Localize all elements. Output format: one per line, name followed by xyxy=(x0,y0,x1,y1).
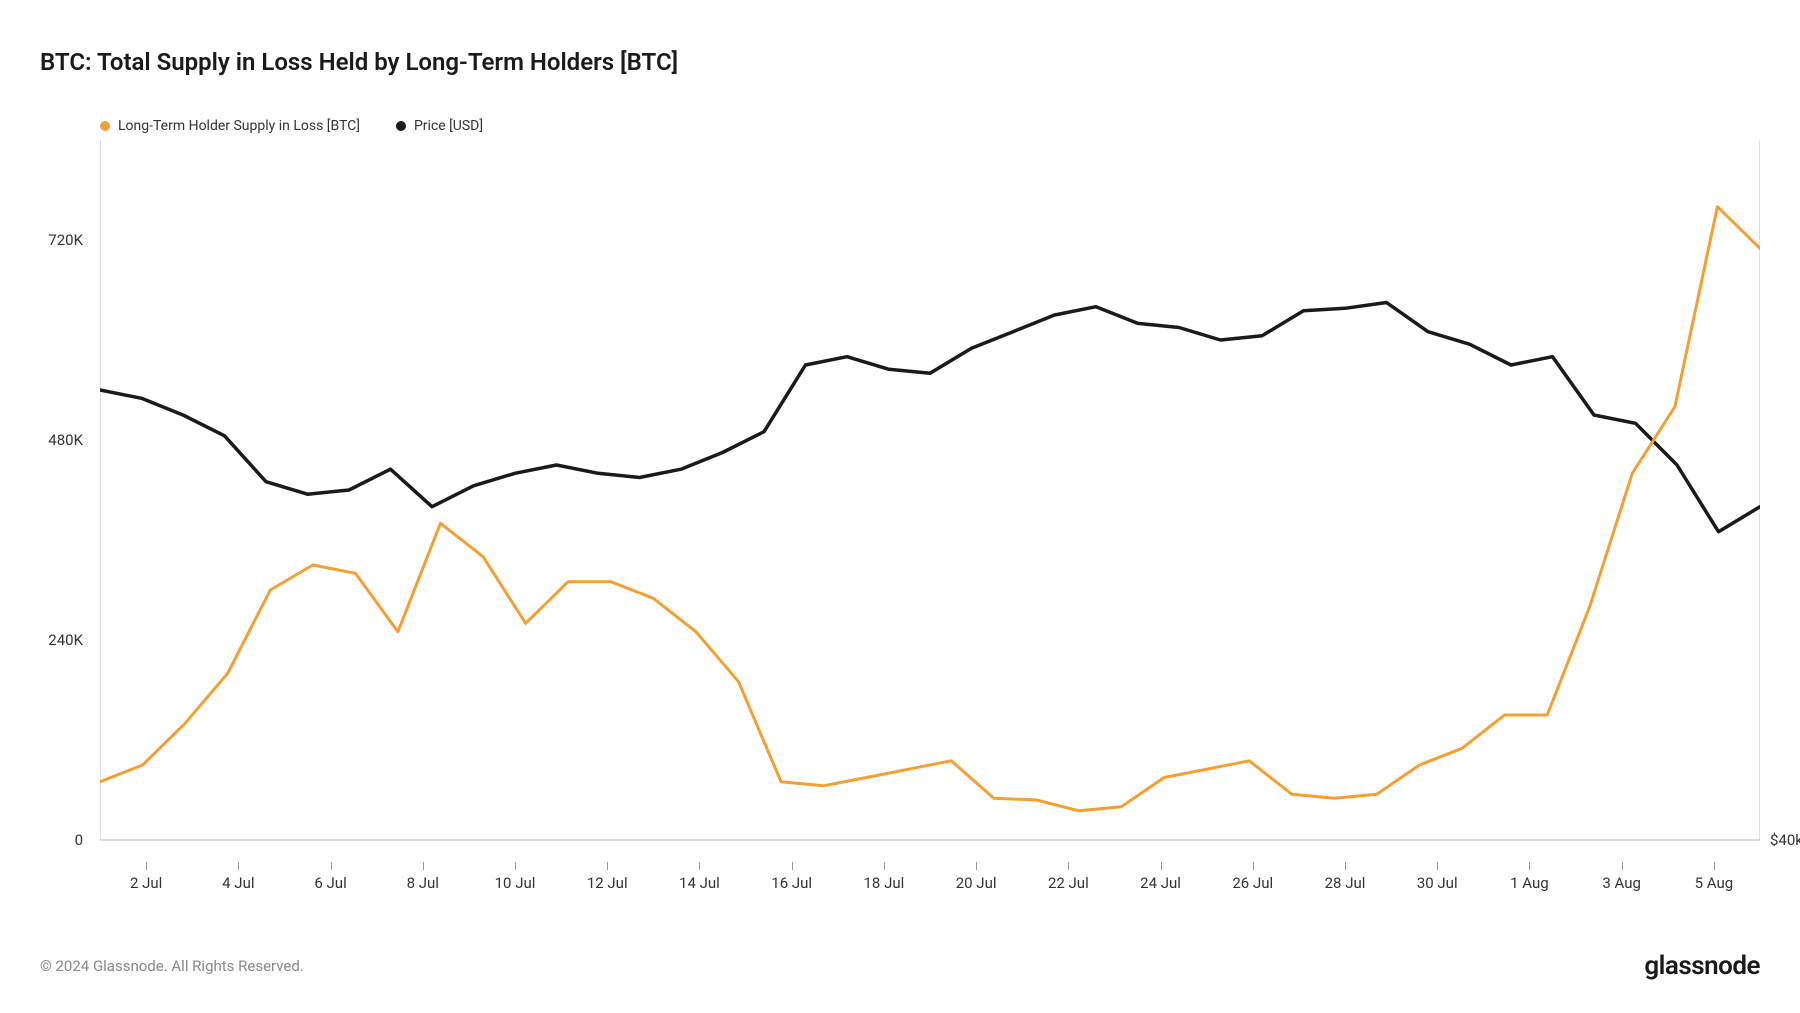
x-tick xyxy=(1161,862,1162,870)
legend-item-price: Price [USD] xyxy=(396,118,483,134)
x-tick-label: 6 Jul xyxy=(314,874,346,892)
x-tick-label: 18 Jul xyxy=(863,874,904,892)
legend-marker-price xyxy=(396,121,406,131)
x-tick-label: 16 Jul xyxy=(771,874,812,892)
x-axis: 2 Jul 4 Jul 6 Jul 8 Jul 10 Jul 12 Jul 14 Jul 16… xyxy=(100,862,1760,892)
x-tick xyxy=(884,862,885,870)
supply-in-loss-line xyxy=(100,207,1760,811)
x-tick xyxy=(699,862,700,870)
legend-label-supply: Long-Term Holder Supply in Loss [BTC] xyxy=(118,118,360,134)
x-tick xyxy=(146,862,147,870)
legend-item-supply: Long-Term Holder Supply in Loss [BTC] xyxy=(100,118,360,134)
x-tick-label: 28 Jul xyxy=(1325,874,1366,892)
x-tick-label: 4 Jul xyxy=(222,874,254,892)
brand-logo: glassnode xyxy=(1644,951,1760,981)
y-tick-label: 720K xyxy=(3,231,83,249)
y-tick-label: 240K xyxy=(3,631,83,649)
x-tick-label: 8 Jul xyxy=(407,874,439,892)
x-tick xyxy=(607,862,608,870)
x-tick-label: 12 Jul xyxy=(587,874,628,892)
x-tick-label: 26 Jul xyxy=(1232,874,1273,892)
x-tick-label: 5 Aug xyxy=(1695,874,1734,892)
price-line xyxy=(100,303,1760,532)
legend: Long-Term Holder Supply in Loss [BTC] Pr… xyxy=(100,118,483,134)
x-tick-label: 1 Aug xyxy=(1510,874,1549,892)
x-tick xyxy=(1714,862,1715,870)
legend-label-price: Price [USD] xyxy=(414,118,483,134)
x-tick xyxy=(792,862,793,870)
x-tick-label: 2 Jul xyxy=(130,874,162,892)
x-tick-label: 22 Jul xyxy=(1048,874,1089,892)
x-tick xyxy=(331,862,332,870)
chart-plot-area xyxy=(100,140,1760,860)
x-tick-label: 30 Jul xyxy=(1417,874,1458,892)
x-tick-label: 14 Jul xyxy=(679,874,720,892)
x-tick xyxy=(1068,862,1069,870)
x-tick xyxy=(1253,862,1254,870)
copyright-text: © 2024 Glassnode. All Rights Reserved. xyxy=(40,957,304,975)
x-tick xyxy=(1345,862,1346,870)
x-tick xyxy=(1529,862,1530,870)
x-tick-label: 10 Jul xyxy=(495,874,536,892)
x-tick xyxy=(238,862,239,870)
y-tick-label: 480K xyxy=(3,431,83,449)
x-tick-label: 24 Jul xyxy=(1140,874,1181,892)
x-tick xyxy=(976,862,977,870)
x-tick xyxy=(1622,862,1623,870)
footer: © 2024 Glassnode. All Rights Reserved. g… xyxy=(40,951,1760,981)
y2-tick-label: $40k xyxy=(1770,831,1800,849)
x-tick xyxy=(423,862,424,870)
legend-marker-supply xyxy=(100,121,110,131)
y-axis-right: $40k xyxy=(1760,140,1800,860)
x-tick-label: 3 Aug xyxy=(1602,874,1641,892)
x-tick xyxy=(1437,862,1438,870)
x-tick xyxy=(515,862,516,870)
chart-title: BTC: Total Supply in Loss Held by Long-T… xyxy=(40,48,678,76)
y-tick-label: 0 xyxy=(3,831,83,849)
x-tick-label: 20 Jul xyxy=(956,874,997,892)
y-axis-left: 0 240K 480K 720K xyxy=(0,140,95,860)
